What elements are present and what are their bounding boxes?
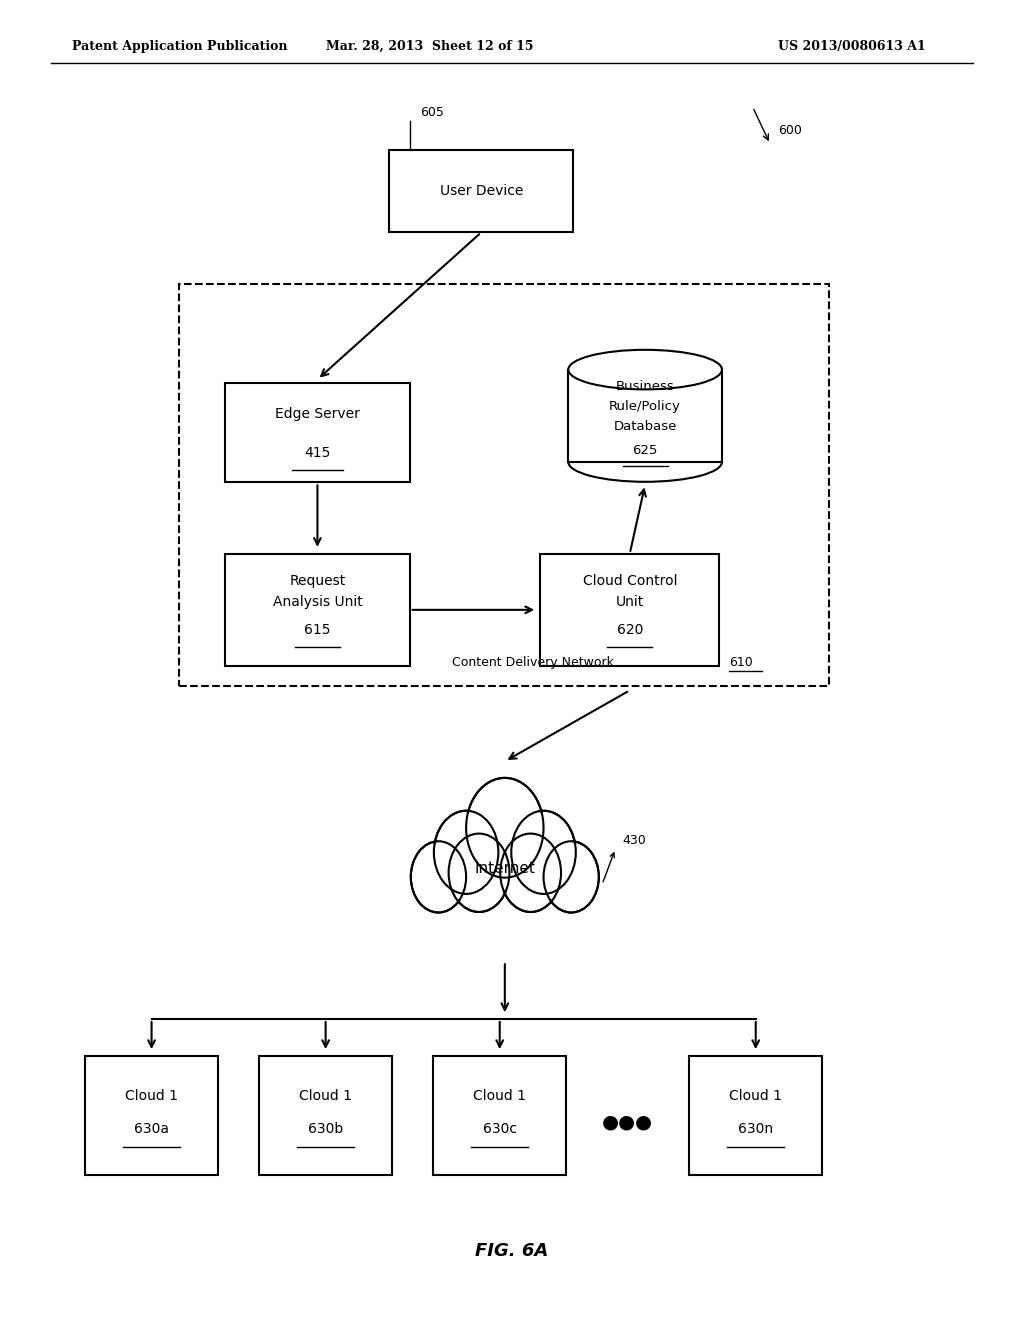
Circle shape (466, 777, 544, 878)
Circle shape (411, 841, 466, 912)
Text: 415: 415 (304, 446, 331, 459)
Circle shape (470, 783, 540, 873)
Circle shape (500, 834, 561, 912)
Bar (179, 284, 829, 686)
Text: Rule/Policy: Rule/Policy (609, 400, 681, 413)
Text: Content Delivery Network: Content Delivery Network (453, 656, 618, 669)
Bar (541, 554, 719, 665)
Text: Edge Server: Edge Server (275, 408, 359, 421)
Circle shape (437, 814, 496, 890)
Ellipse shape (568, 350, 722, 389)
Text: Database: Database (613, 420, 677, 433)
Text: 630c: 630c (482, 1122, 517, 1135)
Text: 430: 430 (623, 834, 646, 847)
Circle shape (449, 834, 510, 912)
Bar (568, 370, 722, 462)
Text: Cloud 1: Cloud 1 (729, 1089, 782, 1102)
Text: 625: 625 (633, 444, 657, 457)
Text: Patent Application Publication: Patent Application Publication (72, 40, 287, 53)
Text: 620: 620 (616, 623, 643, 636)
Bar (225, 554, 410, 665)
Text: 630b: 630b (308, 1122, 343, 1135)
Circle shape (544, 841, 599, 912)
Text: User Device: User Device (439, 185, 523, 198)
Text: 610: 610 (729, 656, 753, 669)
Text: 600: 600 (778, 124, 802, 137)
Text: US 2013/0080613 A1: US 2013/0080613 A1 (778, 40, 926, 53)
Circle shape (434, 810, 499, 894)
Bar (259, 1056, 392, 1175)
Text: Cloud 1: Cloud 1 (125, 1089, 178, 1102)
Text: Internet: Internet (474, 861, 536, 876)
Text: Unit: Unit (615, 595, 644, 609)
Text: FIG. 6A: FIG. 6A (475, 1242, 549, 1261)
Bar (689, 1056, 822, 1175)
Text: Business: Business (615, 380, 675, 393)
Text: ●●●: ●●● (602, 1113, 653, 1131)
Bar (433, 1056, 566, 1175)
Text: Mar. 28, 2013  Sheet 12 of 15: Mar. 28, 2013 Sheet 12 of 15 (327, 40, 534, 53)
Circle shape (452, 837, 507, 908)
Text: 605: 605 (420, 106, 443, 119)
Circle shape (514, 814, 572, 890)
Bar (85, 1056, 218, 1175)
Text: 615: 615 (304, 623, 331, 636)
Bar (389, 150, 573, 232)
Bar (225, 383, 410, 482)
Text: Cloud 1: Cloud 1 (299, 1089, 352, 1102)
Circle shape (503, 837, 558, 908)
Circle shape (546, 845, 596, 909)
Text: 630a: 630a (134, 1122, 169, 1135)
Text: 630n: 630n (738, 1122, 773, 1135)
Text: Analysis Unit: Analysis Unit (272, 595, 362, 609)
Text: Cloud 1: Cloud 1 (473, 1089, 526, 1102)
Text: Cloud Control: Cloud Control (583, 574, 677, 587)
Circle shape (414, 845, 464, 909)
Circle shape (511, 810, 575, 894)
Text: Request: Request (290, 574, 345, 587)
